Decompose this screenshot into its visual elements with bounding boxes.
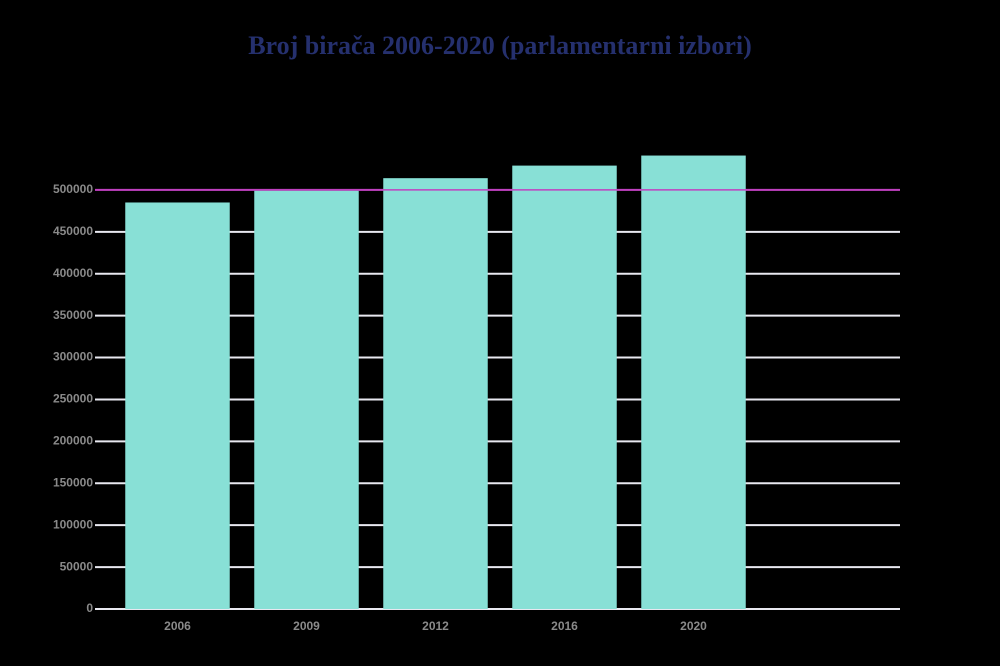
x-tick-label: 2016 (551, 619, 578, 633)
y-tick-label: 300000 (53, 350, 93, 364)
x-tick-label: 2009 (293, 619, 320, 633)
chart-title: Broj birača 2006-2020 (parlamentarni izb… (248, 31, 752, 60)
x-tick-label: 2020 (680, 619, 707, 633)
y-tick-label: 200000 (53, 434, 93, 448)
bar (125, 202, 230, 609)
bar (512, 165, 617, 610)
y-tick-label: 150000 (53, 475, 93, 489)
bar (641, 155, 746, 609)
bar (383, 178, 488, 609)
y-tick-label: 450000 (53, 224, 93, 238)
y-tick-label: 350000 (53, 308, 93, 322)
bar (254, 190, 359, 610)
y-tick-label: 400000 (53, 266, 93, 280)
x-tick-label: 2012 (422, 619, 449, 633)
x-tick-label: 2006 (164, 619, 191, 633)
y-tick-label: 0 (86, 601, 93, 615)
y-tick-label: 50000 (60, 559, 94, 573)
y-tick-label: 100000 (53, 517, 93, 531)
y-tick-label: 500000 (53, 182, 93, 196)
y-tick-label: 250000 (53, 392, 93, 406)
